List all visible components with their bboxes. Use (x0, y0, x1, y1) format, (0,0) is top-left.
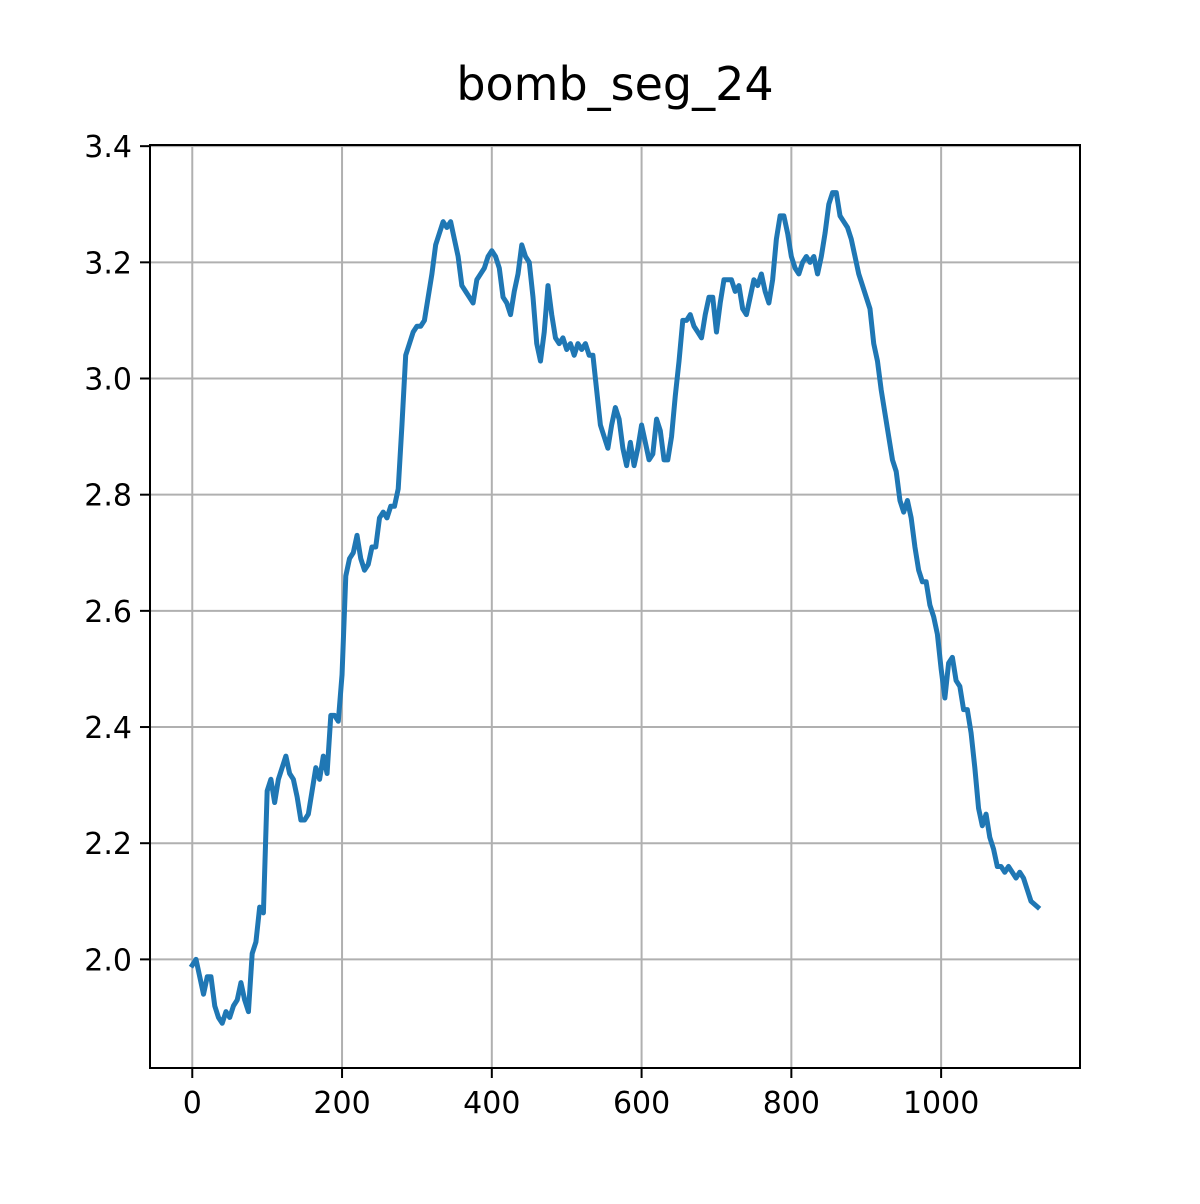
data-line (188, 190, 1042, 1026)
x-tick-label: 400 (463, 1086, 520, 1121)
x-tick-label: 800 (763, 1086, 820, 1121)
y-tick-label: 3.0 (84, 363, 132, 398)
x-tick-label: 1000 (903, 1086, 979, 1121)
x-tick-label: 600 (613, 1086, 670, 1121)
y-tick-label: 2.8 (84, 479, 132, 514)
y-tick-label: 2.2 (84, 827, 132, 862)
y-tick-label: 2.0 (84, 943, 132, 978)
x-tick-label: 0 (183, 1086, 202, 1121)
y-tick-label: 2.4 (84, 711, 132, 746)
chart-title: bomb_seg_24 (456, 57, 773, 111)
y-tick-label: 3.2 (84, 246, 132, 281)
plot-frame (149, 144, 1081, 1069)
y-tick-label: 2.6 (84, 595, 132, 630)
y-tick-label: 3.4 (84, 130, 132, 165)
x-tick-label: 200 (313, 1086, 370, 1121)
